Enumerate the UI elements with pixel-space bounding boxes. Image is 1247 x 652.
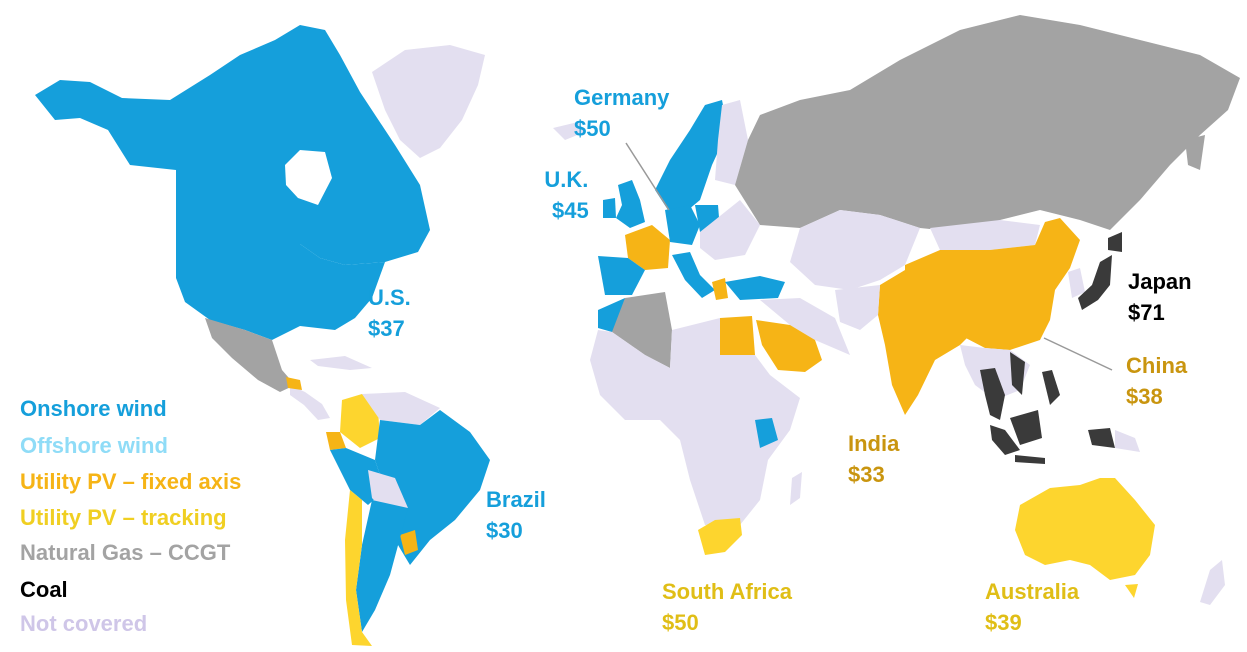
label-australia-value: $39 xyxy=(985,610,1022,635)
region-uk xyxy=(616,180,645,228)
region-finland xyxy=(715,100,748,185)
region-venezuela xyxy=(362,392,440,425)
legend-item-coal: Coal xyxy=(20,577,68,602)
region-japan xyxy=(1078,255,1112,310)
region-ireland xyxy=(603,198,616,218)
region-caribbean xyxy=(310,356,372,370)
label-japan-value: $71 xyxy=(1128,300,1165,325)
label-uk-name: U.K. xyxy=(544,167,589,192)
legend-item-utility-pv-tracking: Utility PV – tracking xyxy=(20,505,227,530)
region-central-asia xyxy=(790,210,920,290)
label-china: China $38 xyxy=(1126,350,1187,412)
region-canada xyxy=(35,25,430,265)
legend-item-natural-gas: Natural Gas – CCGT xyxy=(20,540,231,565)
region-guatemala xyxy=(286,377,302,390)
region-chile xyxy=(345,490,372,646)
region-greece xyxy=(712,278,728,300)
region-india xyxy=(878,270,975,415)
region-tasmania xyxy=(1125,584,1138,598)
label-brazil: Brazil $30 xyxy=(486,484,546,546)
region-turkey xyxy=(725,276,785,300)
label-south-africa: South Africa $50 xyxy=(662,576,792,638)
label-us-name: U.S. xyxy=(368,285,411,310)
region-japan-north xyxy=(1108,232,1122,252)
region-kenya xyxy=(755,418,778,448)
region-indonesia-sumatra xyxy=(990,425,1020,455)
region-africa xyxy=(590,318,800,525)
legend-item-offshore-wind: Offshore wind xyxy=(20,433,168,458)
region-uruguay xyxy=(400,530,418,555)
region-middle-east xyxy=(760,298,850,355)
label-brazil-name: Brazil xyxy=(486,487,546,512)
label-china-name: China xyxy=(1126,353,1188,378)
region-mexico xyxy=(205,318,295,392)
region-italy xyxy=(672,252,715,298)
label-germany: Germany $50 xyxy=(574,82,669,144)
region-indonesia-java xyxy=(1015,455,1045,464)
region-philippines xyxy=(1042,370,1060,405)
region-new-guinea-east xyxy=(1115,430,1140,452)
region-korea xyxy=(1068,268,1085,298)
region-australia xyxy=(1015,478,1155,580)
region-algeria xyxy=(612,292,672,368)
region-scandinavia xyxy=(655,100,728,215)
label-germany-name: Germany xyxy=(574,85,670,110)
label-south-africa-value: $50 xyxy=(662,610,699,635)
legend-item-not-covered: Not covered xyxy=(20,611,148,636)
region-pakistan xyxy=(835,285,880,330)
region-madagascar xyxy=(790,472,802,505)
region-brazil xyxy=(375,410,490,565)
region-new-guinea-west xyxy=(1088,428,1115,448)
label-us: U.S. $37 xyxy=(368,282,411,344)
leader-line-china xyxy=(1043,337,1113,371)
region-south-africa xyxy=(698,518,742,555)
label-india: India $33 xyxy=(848,428,899,490)
region-usa xyxy=(176,244,385,340)
region-france xyxy=(625,225,670,270)
label-japan-name: Japan xyxy=(1128,269,1192,294)
region-iceland xyxy=(553,122,585,140)
region-central-america xyxy=(290,385,330,420)
region-argentina xyxy=(356,500,408,632)
region-saudi-arabia xyxy=(756,320,822,372)
label-uk: U.K. $45 xyxy=(544,164,589,226)
region-eastern-europe xyxy=(700,200,760,260)
label-uk-value: $45 xyxy=(552,198,589,223)
region-vietnam xyxy=(1010,352,1025,395)
leader-line-germany xyxy=(625,142,670,211)
region-hudson-bay xyxy=(285,150,332,205)
label-australia-name: Australia xyxy=(985,579,1080,604)
label-us-value: $37 xyxy=(368,316,405,341)
label-japan: Japan $71 xyxy=(1128,266,1192,328)
region-russia xyxy=(735,15,1240,232)
region-thailand xyxy=(980,368,1005,420)
region-indonesia-borneo xyxy=(1010,410,1042,445)
region-ecuador xyxy=(326,432,346,450)
label-brazil-value: $30 xyxy=(486,518,523,543)
region-mongolia xyxy=(930,220,1040,250)
label-india-value: $33 xyxy=(848,462,885,487)
legend-item-utility-pv-fixed: Utility PV – fixed axis xyxy=(20,469,242,494)
region-greenland xyxy=(372,45,485,158)
label-china-value: $38 xyxy=(1126,384,1163,409)
region-iberia xyxy=(598,256,645,295)
region-kamchatka xyxy=(1185,135,1205,170)
label-india-name: India xyxy=(848,431,900,456)
legend-item-onshore-wind: Onshore wind xyxy=(20,396,167,421)
label-south-africa-name: South Africa xyxy=(662,579,792,604)
region-germany xyxy=(665,205,700,245)
label-australia: Australia $39 xyxy=(985,576,1079,638)
label-germany-value: $50 xyxy=(574,116,611,141)
region-colombia xyxy=(340,394,380,448)
region-egypt xyxy=(720,316,755,355)
region-china xyxy=(905,218,1080,350)
region-new-zealand xyxy=(1200,560,1225,605)
